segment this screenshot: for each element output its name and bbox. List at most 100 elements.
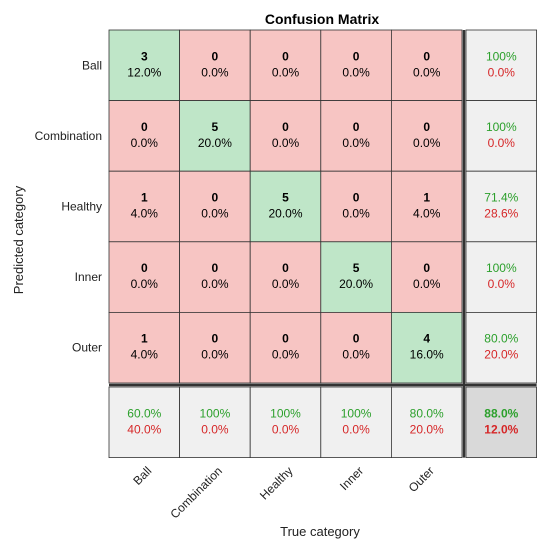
- col-summary-correct: 100%: [200, 406, 231, 420]
- cell-count: 0: [141, 120, 148, 134]
- row-summary-correct: 100%: [486, 120, 517, 134]
- matrix-cell: [249, 170, 322, 243]
- col-summary-correct: 100%: [341, 406, 372, 420]
- matrix-cell: [390, 100, 463, 172]
- matrix-cell: [108, 241, 180, 313]
- x-tick-label: Healthy: [257, 464, 296, 503]
- cell-count: 0: [141, 261, 148, 275]
- cell-count: 0: [282, 332, 289, 346]
- row-summary-correct: 100%: [486, 49, 517, 63]
- cell-percent: 0.0%: [201, 348, 229, 362]
- cell-count: 0: [212, 261, 219, 275]
- overall-cell: [465, 386, 537, 458]
- cell-percent: 0.0%: [342, 136, 370, 150]
- cell-count: 0: [212, 49, 219, 63]
- x-tick-label: Outer: [406, 464, 437, 495]
- cell-percent: 0.0%: [131, 136, 159, 150]
- cell-count: 5: [353, 261, 360, 275]
- matrix-cell: [108, 311, 180, 384]
- row-summary-correct: 71.4%: [484, 191, 518, 205]
- matrix-cell: [320, 241, 392, 313]
- x-tick-label: Inner: [337, 464, 366, 493]
- cell-percent: 4.0%: [413, 207, 441, 221]
- row-summary-incorrect: 28.6%: [484, 207, 518, 221]
- cell-count: 0: [423, 49, 430, 63]
- cell-percent: 0.0%: [272, 348, 300, 362]
- matrix-cell: [390, 29, 463, 101]
- cell-percent: 12.0%: [127, 65, 161, 79]
- col-summary-incorrect: 0.0%: [201, 422, 229, 436]
- y-axis-label: Predicted category: [11, 185, 26, 294]
- col-summary-incorrect: 0.0%: [342, 422, 370, 436]
- cell-percent: 4.0%: [131, 207, 159, 221]
- matrix-cell: [179, 29, 251, 101]
- matrix-cell: [249, 311, 322, 384]
- y-tick-label: Combination: [35, 129, 102, 143]
- row-summary-cell: [465, 100, 537, 172]
- row-summary-incorrect: 0.0%: [488, 277, 516, 291]
- cell-percent: 0.0%: [272, 277, 300, 291]
- cell-count: 1: [141, 191, 148, 205]
- row-summary-incorrect: 0.0%: [488, 65, 516, 79]
- matrix-cell: [320, 170, 392, 243]
- matrix-cell: [179, 241, 251, 313]
- cell-count: 5: [212, 120, 219, 134]
- cell-percent: 0.0%: [131, 277, 159, 291]
- row-summary-cell: [465, 170, 537, 243]
- cell-percent: 0.0%: [413, 277, 441, 291]
- cell-count: 0: [353, 120, 360, 134]
- matrix-cell: [108, 100, 180, 172]
- y-tick-label: Outer: [72, 341, 102, 355]
- col-summary-correct: 80.0%: [410, 406, 444, 420]
- cell-count: 0: [353, 332, 360, 346]
- col-summary-correct: 60.0%: [127, 406, 161, 420]
- matrix-cell: [390, 311, 463, 384]
- cell-percent: 0.0%: [342, 348, 370, 362]
- row-summary-correct: 80.0%: [484, 332, 518, 346]
- col-summary-incorrect: 20.0%: [410, 422, 444, 436]
- cell-percent: 16.0%: [410, 348, 444, 362]
- y-tick-label: Healthy: [61, 200, 102, 214]
- cell-percent: 0.0%: [201, 65, 229, 79]
- cell-percent: 0.0%: [342, 65, 370, 79]
- row-summary-cell: [465, 241, 537, 313]
- cell-percent: 0.0%: [272, 65, 300, 79]
- cell-count: 5: [282, 191, 289, 205]
- cell-count: 3: [141, 49, 148, 63]
- chart-title: Confusion Matrix: [265, 11, 380, 27]
- col-summary-incorrect: 0.0%: [272, 422, 300, 436]
- matrix-cell: [390, 170, 463, 243]
- cell-percent: 0.0%: [413, 136, 441, 150]
- matrix-cell: [108, 29, 180, 101]
- y-tick-label: Inner: [75, 270, 102, 284]
- cell-count: 0: [212, 191, 219, 205]
- cell-count: 0: [353, 191, 360, 205]
- matrix-cell: [249, 29, 322, 101]
- row-summary-incorrect: 20.0%: [484, 348, 518, 362]
- cell-percent: 0.0%: [272, 136, 300, 150]
- cell-percent: 4.0%: [131, 348, 159, 362]
- cell-count: 1: [141, 332, 148, 346]
- matrix-cell: [249, 241, 322, 313]
- row-summary-correct: 100%: [486, 261, 517, 275]
- row-summary-incorrect: 0.0%: [488, 136, 516, 150]
- matrix-cell: [179, 170, 251, 243]
- cell-count: 0: [282, 261, 289, 275]
- overall-correct: 88.0%: [484, 406, 518, 420]
- cell-percent: 0.0%: [201, 207, 229, 221]
- col-summary-cell: [390, 386, 463, 458]
- cell-percent: 0.0%: [342, 207, 370, 221]
- cell-percent: 20.0%: [268, 207, 302, 221]
- cell-count: 0: [282, 120, 289, 134]
- col-summary-cell: [108, 386, 180, 458]
- cell-count: 0: [212, 332, 219, 346]
- cell-percent: 0.0%: [201, 277, 229, 291]
- y-tick-label: Ball: [82, 58, 102, 72]
- matrix-cell: [249, 100, 322, 172]
- cell-count: 0: [423, 120, 430, 134]
- cell-count: 0: [282, 49, 289, 63]
- matrix-cell: [320, 29, 392, 101]
- cell-percent: 20.0%: [198, 136, 232, 150]
- cell-count: 0: [353, 49, 360, 63]
